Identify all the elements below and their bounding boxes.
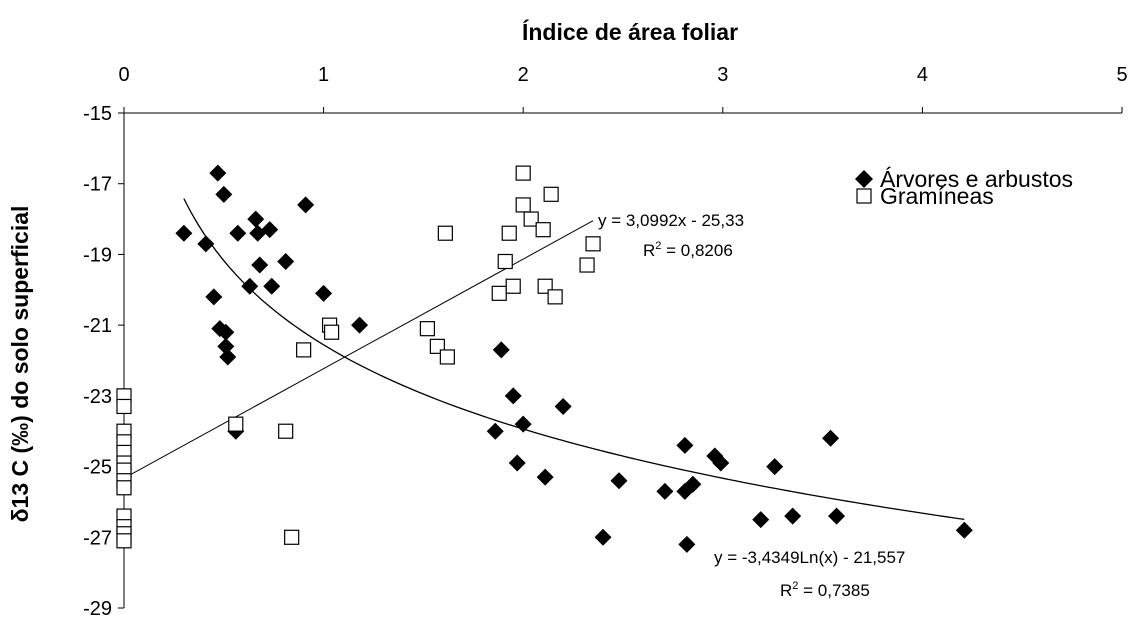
- x-tick-label: 0: [118, 64, 129, 86]
- tree-shrub-point: [610, 472, 628, 490]
- y-tick-label: -17: [83, 174, 112, 196]
- tree-shrub-point: [215, 185, 233, 203]
- tree-shrub-point: [766, 458, 784, 476]
- legend-label-grasses: Gramíneas: [880, 183, 994, 209]
- tree-shrub-point: [263, 277, 281, 295]
- grass-point: [323, 324, 340, 340]
- grass-point: [228, 416, 244, 432]
- y-tick-label: -29: [83, 598, 112, 620]
- log-r2-label: R2 = 0,7385: [780, 580, 870, 600]
- tree-shrub-point: [297, 196, 315, 214]
- tree-shrub-point: [217, 337, 235, 355]
- tree-shrub-point: [229, 224, 247, 242]
- tree-shrub-point: [678, 535, 696, 553]
- legend-diamond-marker: [855, 170, 873, 188]
- tree-shrub-point: [676, 436, 694, 454]
- grass-point: [585, 236, 601, 252]
- grass-point: [543, 186, 559, 202]
- legend-label-trees: Árvores e arbustos: [880, 166, 1073, 192]
- y-tick-label: -27: [83, 527, 112, 549]
- data-points: [116, 164, 973, 553]
- tree-shrub-point: [955, 521, 973, 539]
- tree-shrub-point: [656, 482, 674, 500]
- grass-point: [116, 480, 132, 496]
- tree-shrub-point: [217, 323, 235, 341]
- tree-shrub-point: [277, 253, 295, 270]
- x-axis-ticks: 0 1 2 3 4 5: [118, 64, 1128, 113]
- grass-point: [523, 211, 539, 227]
- grass-point: [278, 423, 294, 439]
- tree-shrub-point: [554, 397, 572, 415]
- tree-shrub-point: [492, 341, 510, 359]
- x-tick-label: 1: [318, 64, 329, 86]
- tree-shrub-point: [822, 429, 840, 447]
- grass-point: [547, 289, 563, 305]
- tree-shrub-point: [175, 224, 193, 242]
- grass-point: [497, 253, 513, 270]
- grass-point: [515, 197, 531, 213]
- y-tick-label: -23: [83, 386, 112, 408]
- x-tick-label: 5: [1116, 64, 1127, 86]
- tree-shrub-point: [219, 348, 237, 366]
- grass-point: [501, 225, 517, 241]
- log-equation-label: y = -3,4349Ln(x) - 21,557: [714, 548, 905, 567]
- trendlines: [123, 198, 965, 521]
- y-tick-label: -19: [83, 244, 112, 266]
- tree-shrub-point: [205, 288, 223, 306]
- y-axis-ticks: -15 -17 -19 -21 -23 -25 -27 -29: [83, 103, 124, 620]
- grass-point: [491, 285, 507, 301]
- tree-shrub-point: [536, 468, 554, 486]
- tree-shrub-point: [351, 316, 369, 334]
- tree-shrub-point: [241, 277, 259, 295]
- grass-point: [419, 321, 435, 337]
- grass-point: [437, 225, 453, 241]
- linear-trendline: [123, 220, 594, 479]
- grass-point: [116, 398, 132, 415]
- y-tick-label: -21: [83, 315, 112, 337]
- linear-equation-label: y = 3,0992x - 25,33: [598, 211, 744, 230]
- legend-square-marker: [856, 188, 872, 204]
- y-tick-label: -15: [83, 103, 112, 125]
- y-axis-title: δ13 C (‰) do solo superficial: [7, 206, 33, 523]
- legend: Árvores e arbustos Gramíneas: [855, 166, 1073, 209]
- tree-shrub-point: [504, 387, 522, 405]
- tree-shrub-point: [508, 454, 526, 472]
- tree-shrub-point: [247, 210, 265, 228]
- tree-shrub-point: [684, 475, 702, 493]
- tree-shrub-point: [251, 256, 269, 274]
- x-axis-title: Índice de área foliar: [522, 18, 738, 45]
- x-tick-label: 2: [518, 64, 529, 86]
- tree-shrub-point: [594, 528, 612, 546]
- tree-shrub-point: [261, 221, 279, 239]
- log-trendline: [183, 198, 965, 521]
- grass-point: [579, 257, 595, 273]
- linear-r2-label: R2 = 0,8206: [643, 240, 733, 260]
- tree-shrub-point: [486, 422, 504, 440]
- tree-shrub-point: [209, 164, 227, 182]
- grass-point: [296, 342, 312, 358]
- x-tick-label: 3: [717, 64, 728, 86]
- tree-shrub-point: [712, 454, 730, 472]
- tree-shrub-point: [784, 507, 802, 525]
- x-tick-label: 4: [917, 64, 928, 86]
- grass-point: [505, 278, 521, 294]
- tree-shrub-point: [197, 235, 215, 253]
- grass-point: [535, 222, 551, 238]
- grass-point: [515, 165, 531, 181]
- grass-point: [116, 533, 132, 549]
- grass-point: [439, 349, 455, 365]
- tree-shrub-point: [752, 511, 770, 529]
- tree-shrub-point: [828, 507, 846, 525]
- y-tick-label: -25: [83, 457, 112, 479]
- grass-point: [284, 529, 300, 545]
- tree-shrub-point: [315, 284, 333, 302]
- tree-shrub-point: [514, 415, 532, 433]
